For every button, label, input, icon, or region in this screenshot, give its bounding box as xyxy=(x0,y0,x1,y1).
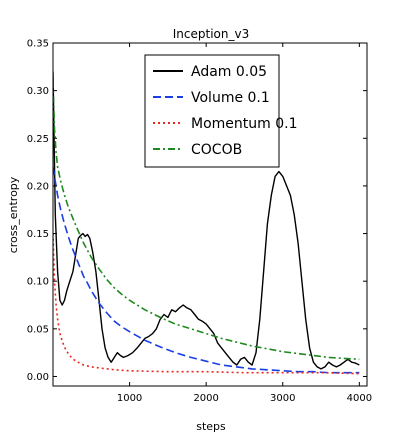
y-tick-label: 0.20 xyxy=(27,181,49,192)
y-axis-label: cross_entropy xyxy=(7,176,20,253)
x-tick-label: 3000 xyxy=(270,393,295,404)
y-tick-label: 0.15 xyxy=(27,229,49,240)
y-tick-label: 0.05 xyxy=(27,324,49,335)
y-tick-label: 0.10 xyxy=(27,277,49,288)
legend-label: Adam 0.05 xyxy=(191,64,267,80)
series-line-momentum-0-1 xyxy=(53,233,360,375)
chart-title: Inception_v3 xyxy=(173,27,249,41)
legend: Adam 0.05 Volume 0.1 Momentum 0.1 COCOB xyxy=(144,54,297,168)
plot-area xyxy=(53,71,360,375)
legend-label: COCOB xyxy=(191,142,242,158)
legend-box xyxy=(144,54,280,168)
series-line-volume-0-1 xyxy=(53,166,360,374)
legend-label: Volume 0.1 xyxy=(191,90,270,106)
x-tick-label: 2000 xyxy=(193,393,218,404)
legend-label: Momentum 0.1 xyxy=(191,116,297,132)
x-axis-label: steps xyxy=(196,420,226,433)
y-tick-label: 0.25 xyxy=(27,134,49,145)
series-line-adam-0-05 xyxy=(53,71,360,370)
x-tick-label: 4000 xyxy=(347,393,372,404)
y-tick-label: 0.30 xyxy=(27,86,49,97)
plot-frame xyxy=(52,42,368,387)
x-tick-label: 1000 xyxy=(117,393,142,404)
axes: 0.00 0.05 0.10 0.15 0.20 0.25 0.30 0.35 1000 2000… xyxy=(27,39,372,405)
y-tick-label: 0.35 xyxy=(27,39,49,50)
series-line-cocob xyxy=(53,81,360,361)
y-tick-label: 0.00 xyxy=(27,372,49,383)
